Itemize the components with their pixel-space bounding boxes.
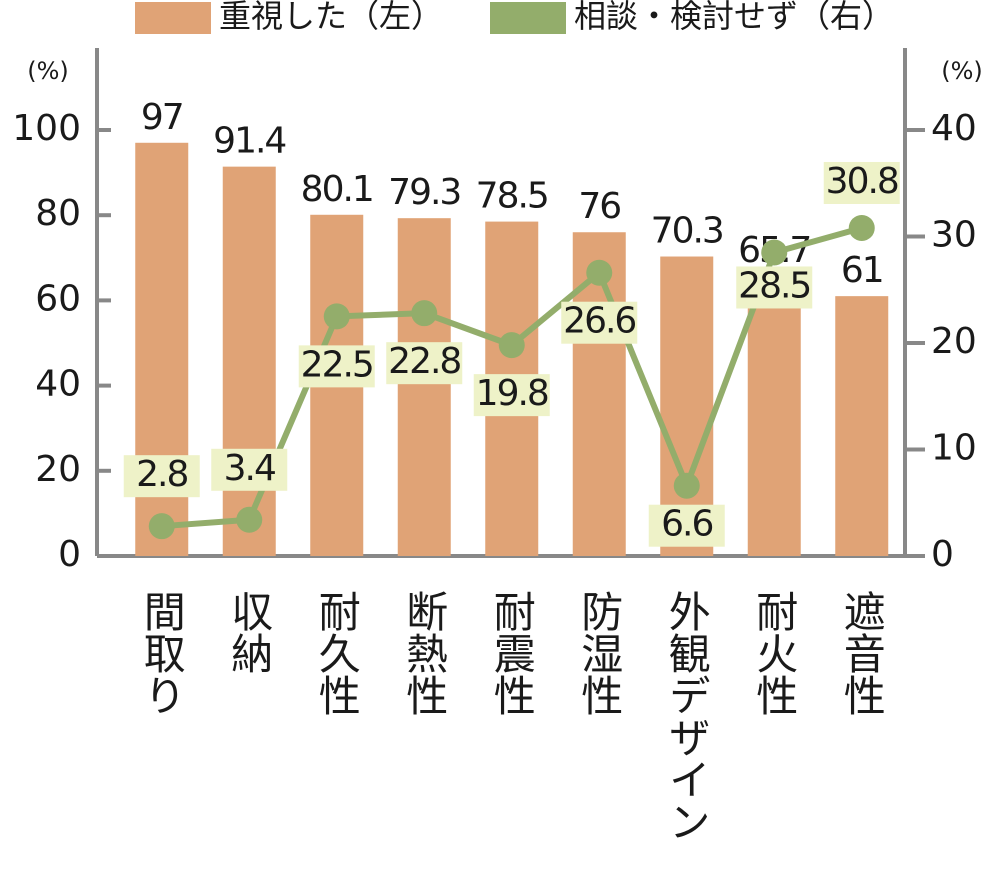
x-tick-label: 耐火性 (750, 590, 799, 716)
x-tick-label: 防湿性 (575, 590, 624, 716)
bar (397, 218, 451, 556)
bar-value-label: 79.3 (388, 172, 460, 213)
value-label-bg (473, 374, 550, 417)
y-tick-label: 20 (35, 449, 81, 490)
line-marker (236, 506, 263, 533)
line-marker (148, 513, 175, 540)
value-label-bg (561, 301, 638, 344)
x-tick-label: 耐震性 (487, 590, 536, 716)
value-label-bg (648, 504, 725, 547)
line-marker (498, 332, 525, 359)
x-tick-label: 間取り (137, 590, 186, 716)
legend-label: 重視した（左） (219, 0, 443, 35)
bar-value-label: 91.4 (213, 121, 285, 162)
value-label-bg (123, 455, 200, 498)
y-unit: (%) (27, 57, 69, 85)
y2-unit: (%) (941, 57, 983, 85)
legend-swatch (135, 2, 211, 34)
y-tick-label: 100 (12, 108, 81, 149)
y2-tick-label: 10 (931, 428, 977, 469)
value-label-bg (736, 266, 813, 309)
value-label-bg (298, 345, 375, 388)
bar-value-label: 76 (578, 186, 620, 227)
y-tick-label: 0 (58, 534, 81, 575)
bar-value-label: 78.5 (476, 176, 548, 217)
y2-tick-label: 0 (931, 534, 954, 575)
y2-tick-label: 20 (931, 321, 977, 362)
y2-tick-label: 40 (931, 108, 977, 149)
value-label-bg (823, 161, 900, 204)
y-tick-label: 80 (35, 193, 81, 234)
bar (222, 166, 276, 557)
bar (747, 276, 801, 556)
y2-tick-label: 30 (931, 215, 977, 256)
line-value-label: 19.8 (476, 373, 548, 414)
line-value-label: 6.6 (661, 504, 712, 545)
bar (835, 296, 889, 556)
x-tick-label: 耐久性 (312, 590, 361, 716)
bar-value-label: 70.3 (651, 211, 723, 252)
y-tick-label: 40 (35, 364, 81, 405)
value-label-bg (386, 342, 463, 385)
bar-value-label: 80.1 (301, 169, 373, 210)
y-tick-label: 60 (35, 278, 81, 319)
line-value-label: 2.8 (136, 454, 187, 495)
value-label-bg (211, 448, 288, 491)
line-value-label: 3.4 (224, 448, 275, 489)
line-value-label: 28.5 (738, 265, 810, 306)
line-marker (411, 300, 438, 327)
x-tick-label: 外観デザイン (662, 590, 711, 842)
bar-value-label: 97 (141, 97, 183, 138)
line-marker (761, 239, 788, 266)
line-marker (848, 214, 875, 241)
line-marker (323, 303, 350, 330)
line-value-label: 22.5 (301, 344, 373, 385)
legend-swatch (490, 2, 566, 34)
line-marker (673, 472, 700, 499)
x-tick-label: 遮音性 (837, 590, 886, 716)
bar-value-label: 61 (841, 250, 883, 291)
line-value-label: 22.8 (388, 341, 460, 382)
line-value-label: 30.8 (826, 161, 898, 202)
x-tick-label: 断熱性 (400, 590, 449, 716)
line-value-label: 26.6 (563, 301, 635, 342)
legend-label: 相談・検討せず（右） (574, 0, 894, 35)
x-tick-label: 収納 (225, 590, 274, 674)
line-marker (586, 259, 613, 286)
